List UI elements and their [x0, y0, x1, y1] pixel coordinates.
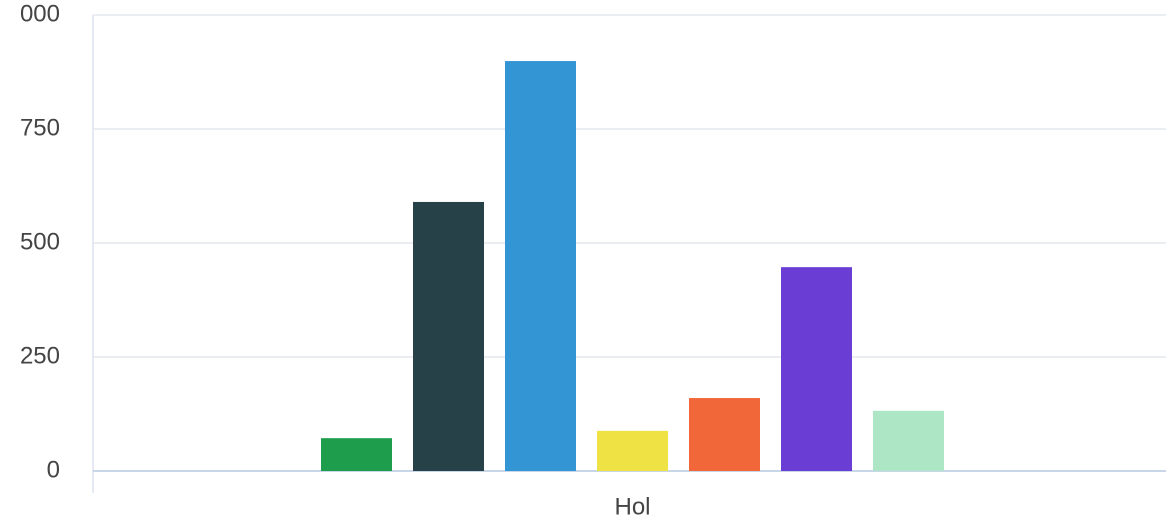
y-tick-label: 250: [20, 342, 60, 369]
bar: [781, 267, 852, 471]
y-tick-label: 500: [20, 228, 60, 255]
y-tick-label: 0: [47, 456, 60, 483]
bar: [597, 430, 668, 471]
x-tick-label: Hol: [614, 493, 650, 520]
bar: [689, 398, 760, 471]
bar: [505, 61, 576, 471]
bar: [321, 438, 392, 471]
y-tick-label: 750: [20, 114, 60, 141]
bar: [873, 410, 944, 471]
bar: [413, 201, 484, 471]
y-tick-label: 000: [20, 0, 60, 27]
